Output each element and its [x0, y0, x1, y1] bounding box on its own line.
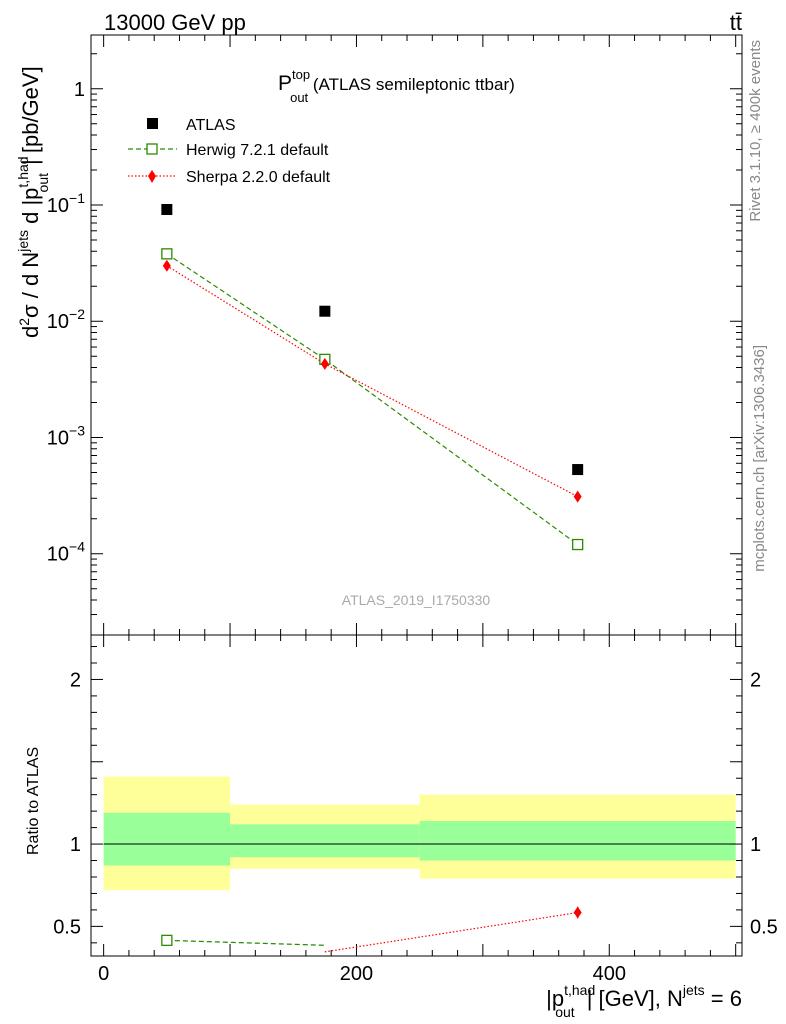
ratio-clipped-group: [161, 906, 582, 953]
main-ytick-label: 10−3: [47, 422, 85, 449]
atlas-point: [572, 464, 584, 476]
analysis-watermark: ATLAS_2019_I1750330: [342, 592, 491, 608]
rivet-label: Rivet 3.1.10, ≥ 400k events: [747, 40, 764, 222]
sherpa-point: [573, 490, 582, 503]
legend-label-herwig: Herwig 7.2.1 default: [186, 142, 329, 159]
main-ytick-label: 10−2: [47, 306, 85, 333]
main-axis-ticks: 1 10−1 10−2 10−3 10−4: [47, 35, 742, 636]
ratio-xtick-label: 400: [593, 963, 626, 985]
ratio-xlabel: |pt,had out| [GeV], Njets = 6: [546, 982, 742, 1020]
ratio-ytick-label-right: 1: [750, 834, 761, 856]
ratio-xtick-label: 0: [98, 963, 109, 985]
header-process: tt̄: [730, 10, 742, 35]
legend-label-sherpa: Sherpa 2.2.0 default: [186, 169, 331, 186]
ratio-ylabel: Ratio to ATLAS: [25, 747, 42, 855]
ratio-ytick-label-left: 2: [70, 669, 81, 691]
ratio-plot-frame: [90, 634, 743, 957]
title-sup: top: [292, 67, 310, 82]
ratio-band-inner-1: [230, 824, 420, 858]
main-ytick-label: 10−1: [47, 190, 85, 217]
ratio-ytick-label-left: 1: [70, 834, 81, 856]
title-main: P: [278, 72, 292, 95]
legend: ATLAS Herwig 7.2.1 default Sherpa 2.2.0 …: [128, 117, 331, 186]
ratio-data-layer: [161, 906, 582, 953]
atlas-point: [161, 203, 173, 215]
plot-title: Ptop out (ATLAS semileptonic ttbar): [278, 67, 515, 105]
ratio-uncertainty-bands: [103, 776, 736, 891]
herwig-point: [161, 248, 173, 260]
sherpa-line: [166, 265, 578, 498]
legend-marker-atlas: [147, 118, 158, 129]
ratio-band-inner-2: [419, 821, 736, 861]
header-energy: 13000 GeV pp: [104, 10, 246, 35]
main-data-layer: [161, 203, 584, 551]
ratio-band-inner-0: [103, 812, 231, 866]
legend-label-atlas: ATLAS: [186, 117, 236, 134]
legend-marker-herwig: [146, 143, 158, 155]
atlas-point: [319, 305, 331, 317]
ratio-xtick-label: 200: [340, 963, 373, 985]
mcplots-label: mcplots.cern.ch [arXiv:1306.3436]: [751, 345, 768, 572]
title-sub: out: [290, 90, 308, 105]
ratio-ytick-label-right: 2: [750, 669, 761, 691]
ratio-axis-ticks: 0.5 0.5 1 1 2 2 0 200 400: [53, 635, 778, 985]
herwig-line: [166, 253, 579, 546]
ratio-herwig-line: [166, 939, 325, 946]
sherpa-point: [320, 357, 329, 370]
herwig-point: [572, 538, 584, 551]
main-ytick-label: 10−4: [47, 539, 85, 566]
sherpa-point: [162, 259, 171, 272]
ratio-ytick-label-right: 0.5: [750, 916, 778, 938]
ratio-herwig-point: [161, 934, 173, 947]
legend-marker-sherpa: [148, 170, 156, 183]
ratio-ytick-label-left: 0.5: [53, 916, 81, 938]
ratio-sherpa-line: [324, 911, 578, 953]
ratio-sherpa-point: [573, 906, 582, 919]
main-ylabel: d2σ / d Njets d |pt,had out| [pb/GeV]: [15, 66, 51, 338]
title-rest: (ATLAS semileptonic ttbar): [308, 75, 515, 94]
main-ytick-label: 1: [74, 79, 85, 101]
